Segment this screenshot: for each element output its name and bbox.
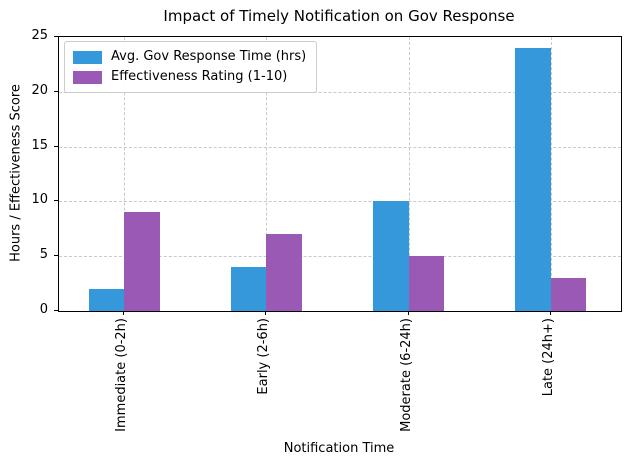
vertical-gridline [266, 37, 268, 311]
y-tick-mark [54, 255, 58, 257]
legend-item-effectiveness: Effectiveness Rating (1-10) [73, 67, 306, 87]
vertical-gridline [408, 37, 410, 311]
bar-response-time [373, 201, 409, 311]
horizontal-gridline [59, 91, 621, 93]
horizontal-gridline [59, 256, 621, 258]
bar-effectiveness [550, 278, 587, 311]
legend: Avg. Gov Response Time (hrs) Effectivene… [64, 41, 318, 93]
x-tick-mark [123, 311, 124, 315]
x-tick-label: Moderate (6-24h) [398, 318, 414, 432]
x-tick-label: Immediate (0-2h) [114, 318, 129, 432]
y-tick-mark [54, 145, 58, 147]
y-tick-label: 15 [31, 137, 48, 153]
y-tick-label: 25 [31, 28, 48, 43]
horizontal-gridline [59, 146, 621, 148]
legend-swatch-blue [73, 50, 102, 64]
bar-effectiveness [266, 234, 302, 311]
plot-area: Avg. Gov Response Time (hrs) Effectivene… [58, 36, 622, 312]
x-axis-label: Notification Time [283, 441, 395, 456]
x-tick-label: Early (2-6h) [256, 318, 272, 395]
y-tick-label: 0 [39, 302, 48, 317]
y-tick-mark [54, 200, 58, 202]
y-axis-label: Hours / Effectiveness Score [8, 84, 24, 262]
y-tick-label: 5 [39, 247, 48, 263]
x-tick-mark [549, 311, 551, 315]
x-tick-mark [407, 311, 409, 315]
vertical-gridline [550, 37, 552, 311]
chart-title: Impact of Timely Notification on Gov Res… [163, 7, 515, 25]
bar-effectiveness [124, 212, 160, 311]
x-tick-mark [265, 311, 267, 315]
bar-response-time [515, 47, 551, 311]
bar-response-time [230, 267, 267, 311]
y-tick-mark [54, 310, 58, 311]
bar-effectiveness [408, 256, 445, 311]
y-tick-label: 10 [31, 192, 48, 208]
legend-label: Avg. Gov Response Time (hrs) [111, 49, 307, 64]
x-tick-label: Late (24h+) [540, 318, 556, 397]
y-tick-label: 20 [31, 82, 48, 98]
y-tick-mark [54, 90, 58, 92]
y-tick-mark [54, 36, 58, 37]
bar-response-time [88, 289, 124, 311]
legend-label: Effectiveness Rating (1-10) [111, 69, 288, 84]
legend-item-response-time: Avg. Gov Response Time (hrs) [73, 47, 306, 67]
horizontal-gridline [59, 201, 621, 203]
legend-swatch-purple [73, 70, 102, 84]
vertical-gridline [124, 37, 125, 311]
